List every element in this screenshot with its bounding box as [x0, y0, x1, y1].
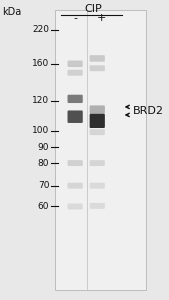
Text: 90: 90 — [38, 142, 49, 152]
FancyBboxPatch shape — [90, 105, 105, 114]
Text: 60: 60 — [38, 202, 49, 211]
Text: -: - — [73, 13, 77, 23]
FancyBboxPatch shape — [68, 61, 83, 67]
Text: 220: 220 — [32, 25, 49, 34]
FancyBboxPatch shape — [90, 129, 105, 135]
Text: 120: 120 — [32, 97, 49, 106]
FancyBboxPatch shape — [90, 65, 105, 71]
Bar — [55, 10, 146, 290]
FancyBboxPatch shape — [90, 203, 105, 209]
FancyBboxPatch shape — [68, 110, 83, 123]
Text: kDa: kDa — [2, 7, 21, 17]
FancyBboxPatch shape — [68, 203, 83, 209]
FancyBboxPatch shape — [68, 183, 83, 189]
Text: 160: 160 — [32, 59, 49, 68]
FancyBboxPatch shape — [68, 70, 83, 76]
Text: 80: 80 — [38, 159, 49, 168]
FancyBboxPatch shape — [90, 114, 105, 128]
FancyBboxPatch shape — [68, 160, 83, 166]
Text: +: + — [96, 13, 106, 23]
FancyBboxPatch shape — [90, 183, 105, 189]
FancyBboxPatch shape — [90, 55, 105, 62]
FancyBboxPatch shape — [68, 95, 83, 103]
Text: CIP: CIP — [84, 4, 102, 14]
FancyBboxPatch shape — [90, 160, 105, 166]
Text: 100: 100 — [32, 126, 49, 135]
Text: BRD2: BRD2 — [133, 106, 164, 116]
Text: 70: 70 — [38, 181, 49, 190]
